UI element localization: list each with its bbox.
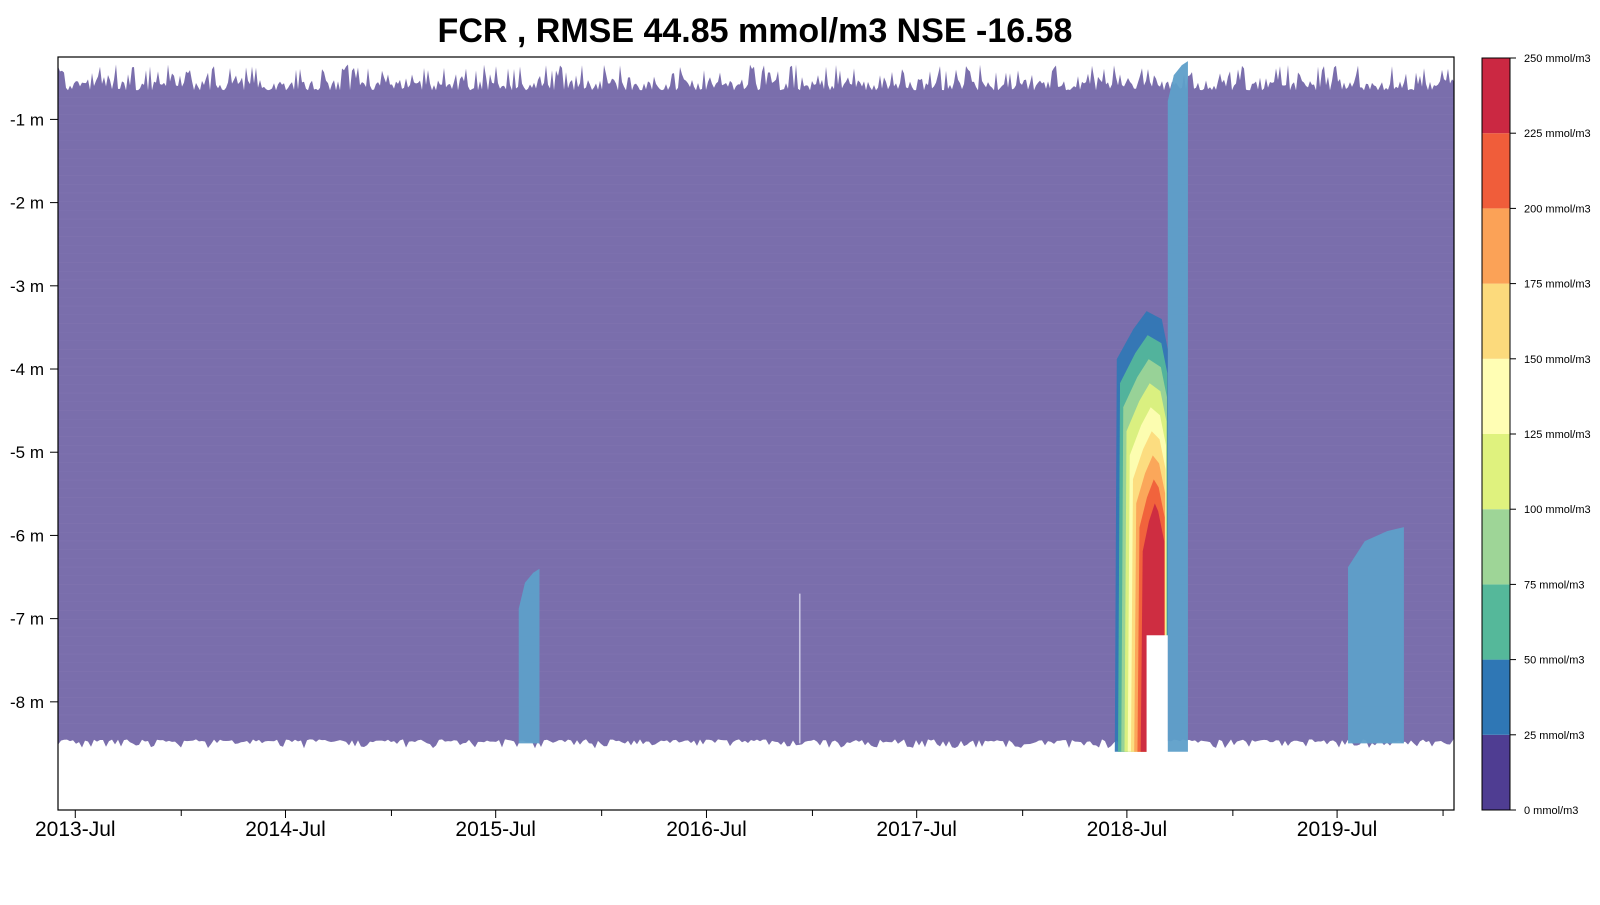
colorbar-label: 50 mmol/m3	[1524, 655, 1585, 667]
y-tick-label: -5 m	[10, 443, 44, 462]
y-tick-label: -6 m	[10, 526, 44, 545]
colorbar-label: 225 mmol/m3	[1524, 128, 1591, 140]
chart-title: FCR , RMSE 44.85 mmol/m3 NSE -16.58	[438, 12, 1073, 50]
region-band	[1348, 527, 1404, 744]
colorbar-swatch	[1482, 584, 1510, 660]
below-bottom	[58, 755, 1454, 810]
colorbar-swatch	[1482, 133, 1510, 209]
colorbar-label: 75 mmol/m3	[1524, 579, 1585, 591]
bottom-edge	[58, 738, 1454, 749]
colorbar-label: 250 mmol/m3	[1524, 53, 1591, 65]
x-tick-label: 2019-Jul	[1297, 818, 1378, 841]
heatmap-area	[58, 61, 1454, 810]
colorbar-swatch	[1482, 659, 1510, 735]
y-tick-label: -3 m	[10, 277, 44, 296]
x-tick-label: 2016-Jul	[666, 818, 747, 841]
colorbar-swatch	[1482, 434, 1510, 510]
region-band	[518, 568, 540, 744]
surface-edge	[58, 64, 1454, 92]
colorbar-label: 100 mmol/m3	[1524, 504, 1591, 516]
region-gap	[1146, 635, 1168, 756]
colorbar-swatch	[1482, 58, 1510, 134]
y-tick-label: -2 m	[10, 194, 44, 213]
y-tick-label: -4 m	[10, 360, 44, 379]
x-tick-label: 2013-Jul	[35, 818, 116, 841]
colorbar-swatch	[1482, 208, 1510, 284]
colorbar-label: 125 mmol/m3	[1524, 429, 1591, 441]
colorbar-swatch	[1482, 358, 1510, 434]
colorbar-label: 200 mmol/m3	[1524, 203, 1591, 215]
x-tick-label: 2014-Jul	[245, 818, 326, 841]
x-tick-label: 2015-Jul	[455, 818, 536, 841]
colorbar-label: 25 mmol/m3	[1524, 730, 1585, 742]
y-tick-label: -7 m	[10, 610, 44, 629]
y-tick-label: -1 m	[10, 110, 44, 129]
colorbar-label: 0 mmol/m3	[1524, 805, 1578, 817]
heatmap-field	[58, 90, 1454, 740]
colorbar-swatch	[1482, 734, 1510, 810]
x-tick-label: 2017-Jul	[876, 818, 957, 841]
plot-frame	[57, 56, 1455, 811]
colorbar-swatch	[1482, 283, 1510, 359]
region-band	[1167, 61, 1188, 752]
x-tick-label: 2018-Jul	[1087, 818, 1168, 841]
colorbar-swatch	[1482, 509, 1510, 585]
colorbar-label: 175 mmol/m3	[1524, 279, 1591, 291]
y-tick-label: -8 m	[10, 693, 44, 712]
colorbar-label: 150 mmol/m3	[1524, 354, 1591, 366]
